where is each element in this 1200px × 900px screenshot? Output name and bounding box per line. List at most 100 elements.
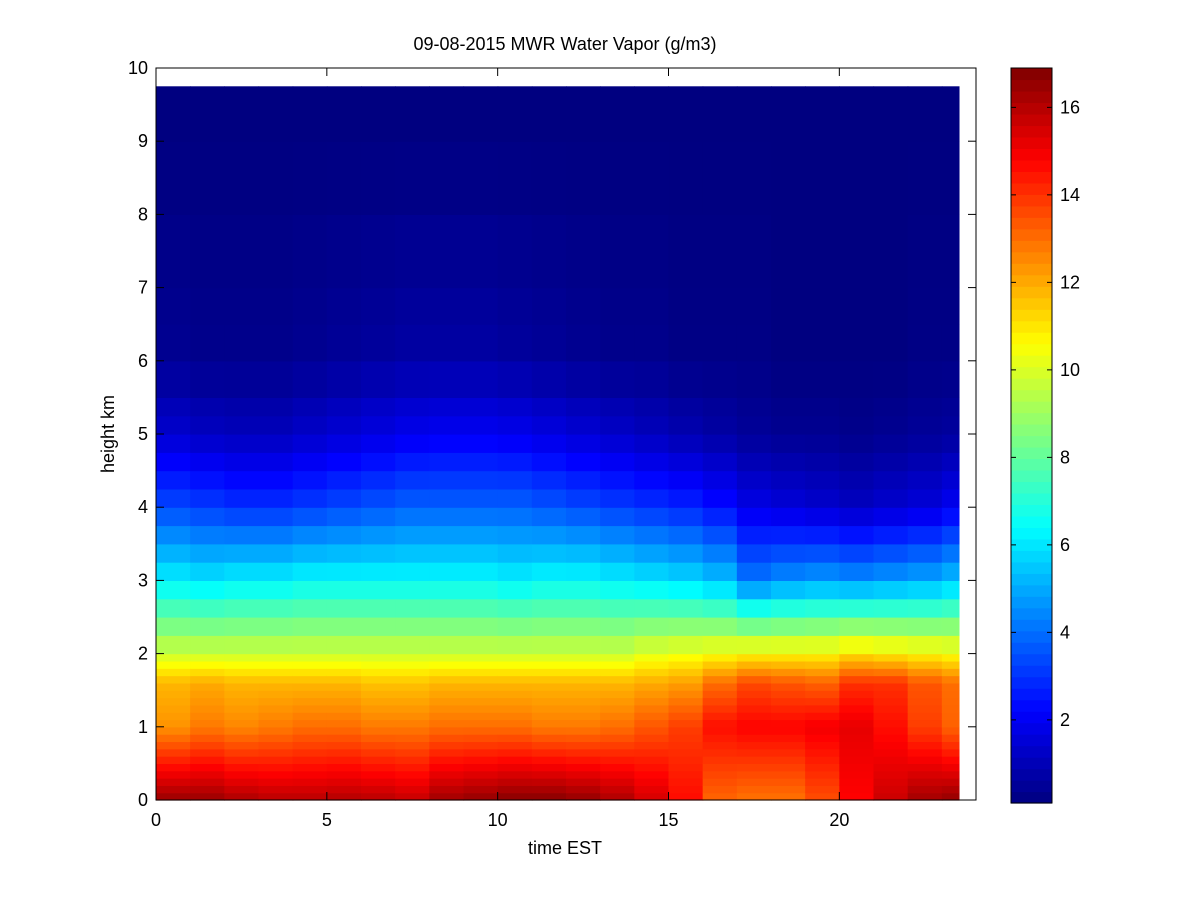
heatmap-cell [497,675,533,684]
heatmap-cell [771,690,806,699]
heatmap-cell [634,562,670,581]
heatmap-cell [634,785,670,794]
heatmap-cell [395,452,430,472]
heatmap-cell [531,635,567,655]
heatmap-cell [258,434,294,453]
heatmap-cell [873,682,909,691]
heatmap-cell [463,415,499,435]
heatmap-cell [941,525,960,545]
heatmap-cell [839,415,875,435]
heatmap-cell [771,324,806,362]
heatmap-cell [429,785,465,794]
heatmap-cell [463,324,499,362]
heatmap-cell [600,682,635,691]
heatmap-cell [463,719,499,728]
heatmap-cell [361,748,396,757]
colorbar-segment [1011,297,1052,310]
heatmap-cell [497,741,533,750]
heatmap-cell [258,690,294,699]
heatmap-cell [497,214,533,289]
heatmap-cell [224,397,260,417]
heatmap-cell [736,712,772,721]
heatmap-cell [634,415,670,435]
heatmap-cell [566,580,601,600]
heatmap-cell [736,734,772,743]
heatmap-cell [395,507,430,527]
heatmap-cell [805,635,840,655]
heatmap-cell [497,668,533,677]
heatmap-cell [531,660,567,669]
heatmap-cell [668,598,704,618]
heatmap-cell [395,741,430,750]
heatmap-cell [224,214,260,289]
heatmap-cell [258,287,294,325]
heatmap-cell [941,488,960,508]
heatmap-cell [497,653,533,662]
heatmap-cell [292,778,328,786]
heatmap-cell [258,598,294,618]
colorbar-segment [1011,757,1052,770]
heatmap-cell [292,770,328,779]
heatmap-cell [600,580,635,600]
heatmap-cell [907,580,943,600]
heatmap-cell [941,770,960,779]
heatmap-cell [941,452,960,472]
heatmap-cell [668,704,704,713]
heatmap-cell [873,704,909,713]
heatmap-cell [258,682,294,691]
heatmap-cell [736,360,772,398]
colorbar-segment [1011,446,1052,460]
heatmap-cell [497,86,533,142]
heatmap-cell [258,562,294,581]
heatmap-cell [463,470,499,490]
heatmap-cell [736,682,772,691]
heatmap-cell [702,635,738,655]
heatmap-cell [224,86,260,142]
heatmap-cell [463,668,499,677]
heatmap-cell [805,690,840,699]
heatmap-cell [702,660,738,669]
heatmap-cell [326,682,362,691]
heatmap-cell [292,668,328,677]
heatmap-cell [566,792,601,801]
heatmap-cell [839,690,875,699]
heatmap-cell [668,675,704,684]
colorbar-segment [1011,573,1052,586]
heatmap-cell [634,507,670,527]
heatmap-cell [668,668,704,677]
heatmap-cell [395,682,430,691]
heatmap-cell [600,734,635,743]
heatmap-cell [566,470,601,490]
heatmap-cell [839,712,875,721]
heatmap-cell [702,543,738,563]
heatmap-cell [156,397,191,417]
heatmap-cell [907,562,943,581]
heatmap-cell [361,434,396,453]
heatmap-cell [429,741,465,750]
heatmap-cell [600,397,635,417]
heatmap-cell [156,726,191,735]
heatmap-cell [224,734,260,743]
heatmap-cell [873,470,909,490]
heatmap-cell [292,543,328,563]
heatmap-cell [156,452,191,472]
heatmap-cell [600,668,635,677]
heatmap-cell [941,434,960,453]
heatmap-cell [907,635,943,655]
heatmap-cell [429,635,465,655]
heatmap-cell [326,214,362,289]
heatmap-cell [361,635,396,655]
heatmap-cell [361,580,396,600]
heatmap-cell [702,470,738,490]
heatmap-cell [531,488,567,508]
heatmap-cell [566,660,601,669]
heatmap-cell [395,287,430,325]
heatmap-cell [805,726,840,735]
heatmap-cell [258,580,294,600]
heatmap-cell [463,488,499,508]
heatmap-cell [702,488,738,508]
heatmap-cell [907,741,943,750]
heatmap-cell [839,324,875,362]
heatmap-cell [771,488,806,508]
heatmap-cell [429,141,465,215]
